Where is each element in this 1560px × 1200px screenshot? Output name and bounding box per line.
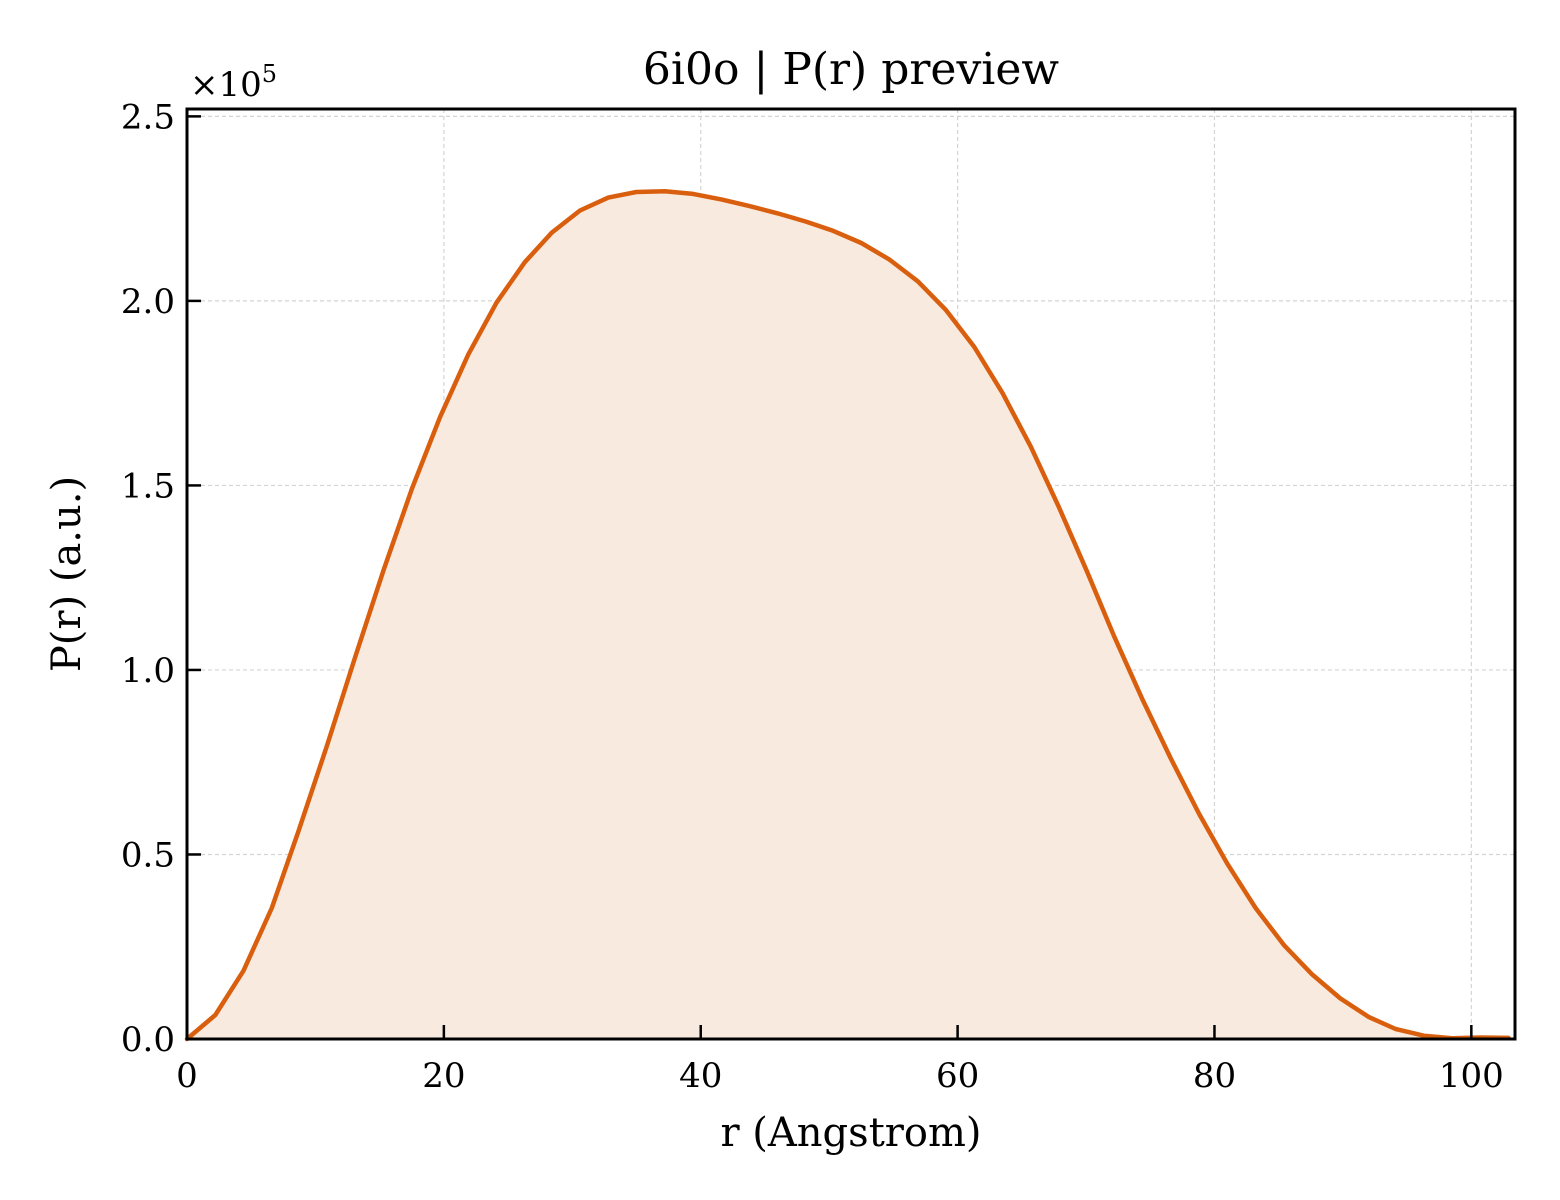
y-axis-label: P(r) (a.u.) xyxy=(44,476,90,672)
y-scale-multiplier: ×105 xyxy=(190,60,277,105)
x-tick-label: 20 xyxy=(422,1056,465,1096)
area-fill xyxy=(187,191,1509,1040)
y-tick-label: 1.0 xyxy=(121,651,175,691)
ticks xyxy=(185,115,1473,1041)
y-tick-label: 0.0 xyxy=(121,1020,175,1060)
x-tick-label: 0 xyxy=(176,1056,198,1096)
x-tick-label: 100 xyxy=(1439,1056,1504,1096)
x-tick-label: 40 xyxy=(679,1056,722,1096)
y-tick-label: 0.5 xyxy=(121,835,175,875)
x-tick-label: 80 xyxy=(1193,1056,1236,1096)
y-scale-exponent: 5 xyxy=(262,60,277,88)
x-tick-labels: 0 20 40 60 80 100 xyxy=(176,1056,1504,1096)
y-tick-label: 1.5 xyxy=(121,466,175,506)
x-tick-label: 60 xyxy=(936,1056,979,1096)
chart-title: 6i0o | P(r) preview xyxy=(643,44,1060,95)
series-line xyxy=(184,189,1511,1042)
x-axis-label: r (Angstrom) xyxy=(720,1110,981,1156)
y-tick-labels: 0.0 0.5 1.0 1.5 2.0 2.5 xyxy=(121,97,175,1060)
y-tick-label: 2.5 xyxy=(121,97,175,137)
plot-frame xyxy=(185,107,1517,1041)
y-scale-base: ×10 xyxy=(190,65,262,105)
y-tick-label: 2.0 xyxy=(121,282,175,322)
